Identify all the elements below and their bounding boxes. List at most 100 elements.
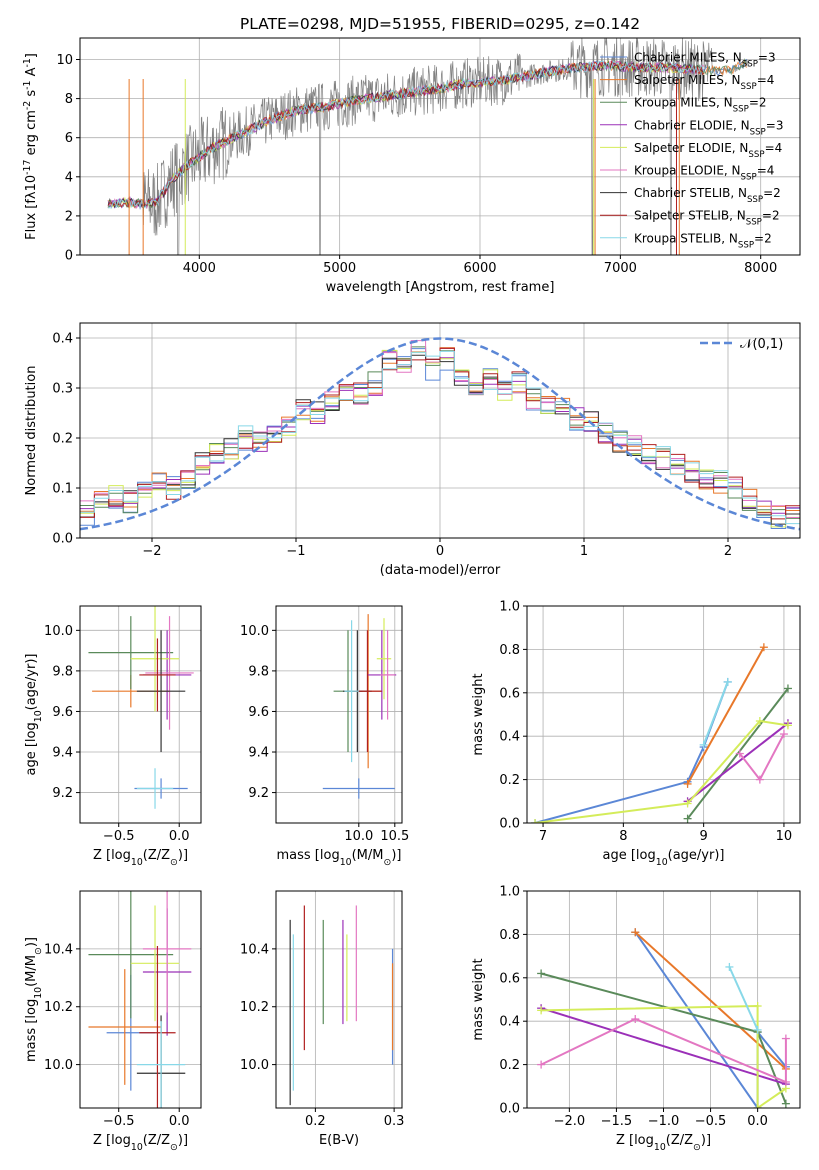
y-tick-label: 9.6: [248, 705, 269, 720]
plot-area: [531, 643, 792, 823]
error-bar: [130, 905, 180, 1022]
label-part: )]: [24, 937, 39, 947]
y-tick-label: 0.6: [499, 686, 520, 701]
plot-area: [322, 614, 397, 799]
label-part: SSP: [733, 105, 749, 115]
label-part: 𝒩(0,1): [740, 337, 783, 352]
x-axis-label: Z [log10(Z/Z⊙)]: [616, 1133, 711, 1153]
observed-spectrum: [107, 38, 750, 255]
label-part: Normed distribution: [24, 366, 39, 496]
label-part: (Z/Z: [666, 1133, 693, 1148]
y-tick-label: 0.4: [499, 1015, 520, 1030]
y-tick-label: 6: [65, 131, 73, 146]
axes-frame: [79, 890, 202, 1109]
label-part: Z [log: [93, 1133, 131, 1148]
mass-weight-line: [702, 681, 729, 746]
label-part: (M/M: [24, 955, 39, 987]
mass-weight-line: [540, 1017, 787, 1084]
x-tick-label: 8: [619, 829, 627, 844]
y-tick-label: 0.0: [52, 532, 73, 547]
axes-frame: [526, 890, 801, 1109]
y-tick-label: 9.2: [248, 786, 269, 801]
error-bar: [344, 620, 359, 763]
marker: [779, 730, 788, 739]
x-tick-label: 0.0: [169, 829, 190, 844]
marker: [683, 799, 692, 808]
label-part: SSP: [747, 195, 763, 205]
residuals-axes: −2 −1 0 1 2 0.0 0.1 0.2 0.3 0.4 (data-model)/error…: [24, 322, 801, 578]
error-bar: [136, 630, 186, 753]
marker: [537, 1060, 546, 1069]
legend-entry: Salpeter MILES, NSSP=4: [634, 73, 774, 92]
plot-area: [537, 928, 790, 1108]
label-part: =4: [757, 164, 775, 178]
y-tick-label: 0.4: [52, 332, 73, 347]
error-bar: [136, 768, 174, 809]
x-axis-label: (data-model)/error: [380, 563, 501, 578]
y-tick-label: 10.4: [44, 942, 73, 957]
y-tick-label: 0.6: [499, 971, 520, 986]
mass-weight-line: [541, 1004, 787, 1108]
x-tick-label: −2: [142, 544, 161, 559]
plot-area: [88, 891, 192, 1108]
label-part: Salpeter STELIB, N: [634, 209, 746, 223]
y-tick-label: 0.0: [499, 1102, 520, 1117]
legend-entry: Chabrier ELODIE, NSSP=3: [634, 118, 783, 137]
mass-weight-line: [634, 931, 787, 1070]
label-part: wavelength [Angstrom, rest frame]: [326, 280, 555, 295]
model-spectrum: [108, 60, 705, 209]
y-tick-label: 10.2: [240, 1000, 269, 1015]
label-part: 10: [33, 710, 44, 722]
age-vs-Z-axes: −0.5 0.09.29.49.69.810.0Z [log10(Z/Z⊙)]ag…: [24, 605, 202, 868]
mass-weight-line: [540, 1007, 787, 1086]
label-part: SSP: [738, 240, 754, 250]
x-tick-label: −2.0: [554, 1114, 586, 1129]
marker: [537, 969, 546, 978]
label-part: ⊙: [693, 1142, 701, 1153]
y-tick-label: 10.0: [240, 624, 269, 639]
y-tick-label: 10.2: [44, 1000, 73, 1015]
label-part: SSP: [741, 82, 757, 92]
x-axis-label: mass [log10(M/M⊙)]: [277, 848, 402, 868]
y-tick-label: 0: [65, 249, 73, 264]
x-tick-label: 5000: [323, 261, 356, 276]
y-tick-label: 0.2: [499, 1058, 520, 1073]
x-tick-label: 2: [724, 544, 732, 559]
mass-vs-EBV-axes: 0.2 0.3 10.0 10.2 10.4 E(B-V): [240, 890, 405, 1148]
label-part: (age/yr)]: [668, 848, 725, 863]
x-tick-label: 0.3: [384, 1114, 405, 1129]
marker: [683, 814, 692, 823]
x-tick-label: 10.0: [344, 829, 373, 844]
marker: [781, 1034, 790, 1043]
x-tick-label: 10.5: [380, 829, 409, 844]
legend-entry: Kroupa STELIB, NSSP=2: [634, 231, 772, 250]
x-axis-label: wavelength [Angstrom, rest frame]: [326, 280, 555, 295]
label-part: 10: [656, 857, 668, 868]
y-tick-label: 0.1: [52, 482, 73, 497]
spectrum-axes: 4000 5000 6000 7000 8000 0 2 4 6 8 10 wavelength [A…: [22, 37, 801, 295]
marker: [735, 749, 744, 758]
mass-weight-line: [686, 722, 789, 803]
x-tick-label: −0.5: [695, 1114, 727, 1129]
y-axis-label: Flux [fλ10-17 erg cm-2 s-1 A-1]: [22, 53, 40, 240]
label-part: A: [24, 67, 39, 80]
marker: [725, 962, 734, 971]
label-part: age [log: [603, 848, 656, 863]
label-part: 10: [33, 987, 44, 999]
marker: [781, 1099, 790, 1108]
label-part: -17: [22, 160, 33, 175]
axes-frame: [79, 37, 801, 256]
label-part: SSP: [750, 127, 766, 137]
label-part: Kroupa MILES, N: [634, 96, 733, 110]
label-part: (M/M: [352, 848, 384, 863]
y-tick-label: 9.8: [52, 664, 73, 679]
label-part: 10: [131, 857, 143, 868]
y-tick-label: 0.3: [52, 382, 73, 397]
mass-weight-line: [534, 719, 789, 823]
label-part: (Z/Z: [143, 848, 170, 863]
label-part: Z [log: [93, 848, 131, 863]
error-bar: [145, 616, 194, 730]
error-bar: [142, 891, 192, 1013]
label-part: mass weight: [471, 673, 486, 755]
